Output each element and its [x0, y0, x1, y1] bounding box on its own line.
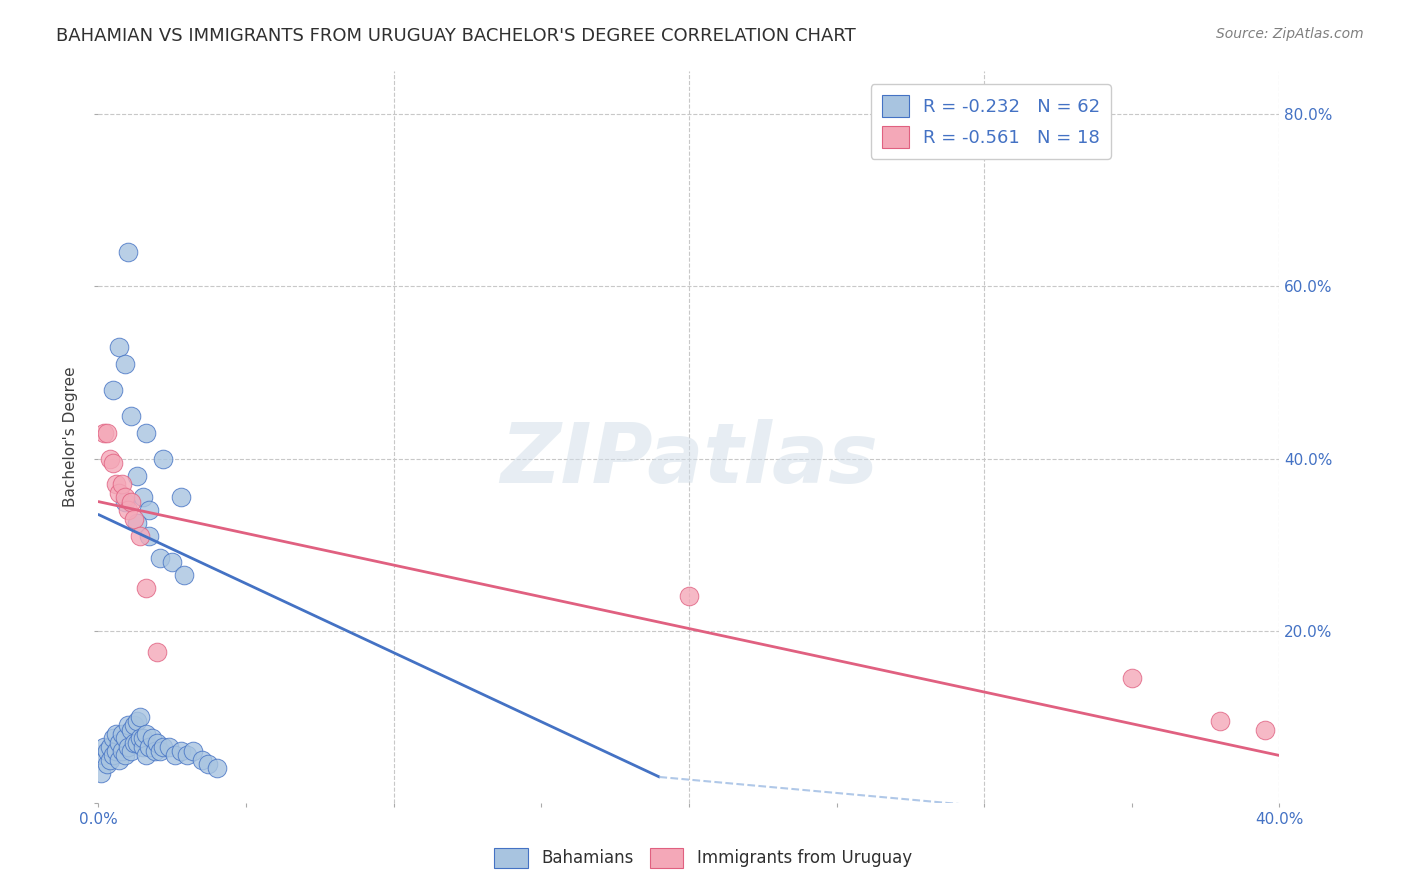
Point	[152, 451, 174, 466]
Point	[181, 744, 204, 758]
Point	[191, 753, 214, 767]
Point	[125, 516, 148, 530]
Point	[125, 468, 148, 483]
Point	[108, 486, 131, 500]
Point	[93, 739, 115, 754]
Legend: Bahamians, Immigrants from Uruguay: Bahamians, Immigrants from Uruguay	[488, 841, 918, 875]
Point	[135, 727, 157, 741]
Point	[143, 744, 166, 758]
Point	[114, 357, 136, 371]
Point	[108, 735, 131, 749]
Point	[170, 744, 193, 758]
Point	[132, 739, 155, 754]
Point	[122, 718, 145, 732]
Point	[122, 735, 145, 749]
Point	[114, 731, 136, 746]
Point	[149, 744, 172, 758]
Point	[149, 550, 172, 565]
Point	[103, 731, 125, 746]
Point	[96, 744, 118, 758]
Point	[114, 748, 136, 763]
Point	[135, 581, 157, 595]
Point	[90, 765, 112, 780]
Point	[120, 409, 142, 423]
Point	[157, 739, 180, 754]
Point	[128, 731, 150, 746]
Point	[125, 714, 148, 728]
Point	[93, 748, 115, 763]
Point	[98, 753, 121, 767]
Point	[125, 735, 148, 749]
Point	[117, 739, 139, 754]
Point	[205, 761, 228, 775]
Point	[103, 748, 125, 763]
Point	[105, 727, 128, 741]
Point	[128, 710, 150, 724]
Point	[120, 723, 142, 737]
Point	[98, 739, 121, 754]
Point	[114, 491, 136, 505]
Text: BAHAMIAN VS IMMIGRANTS FROM URUGUAY BACHELOR'S DEGREE CORRELATION CHART: BAHAMIAN VS IMMIGRANTS FROM URUGUAY BACH…	[56, 27, 856, 45]
Point	[117, 245, 139, 260]
Point	[138, 529, 160, 543]
Point	[111, 477, 134, 491]
Point	[111, 727, 134, 741]
Point	[162, 555, 183, 569]
Point	[678, 589, 700, 603]
Point	[117, 718, 139, 732]
Point	[141, 731, 163, 746]
Point	[165, 748, 187, 763]
Point	[117, 503, 139, 517]
Point	[132, 731, 155, 746]
Point	[120, 744, 142, 758]
Point	[135, 425, 157, 440]
Point	[170, 491, 193, 505]
Point	[176, 748, 198, 763]
Point	[111, 744, 134, 758]
Point	[1254, 723, 1277, 737]
Point	[93, 425, 115, 440]
Point	[105, 744, 128, 758]
Point	[152, 739, 174, 754]
Point	[108, 753, 131, 767]
Text: Source: ZipAtlas.com: Source: ZipAtlas.com	[1216, 27, 1364, 41]
Point	[1121, 671, 1143, 685]
Point	[173, 567, 195, 582]
Point	[135, 748, 157, 763]
Point	[132, 491, 155, 505]
Point	[128, 529, 150, 543]
Point	[98, 451, 121, 466]
Point	[138, 503, 160, 517]
Point	[103, 456, 125, 470]
Point	[1209, 714, 1232, 728]
Point	[105, 477, 128, 491]
Point	[122, 512, 145, 526]
Y-axis label: Bachelor's Degree: Bachelor's Degree	[63, 367, 79, 508]
Point	[103, 383, 125, 397]
Legend: R = -0.232   N = 62, R = -0.561   N = 18: R = -0.232 N = 62, R = -0.561 N = 18	[870, 84, 1111, 159]
Point	[138, 739, 160, 754]
Point	[108, 340, 131, 354]
Point	[197, 757, 219, 772]
Point	[146, 645, 169, 659]
Point	[96, 425, 118, 440]
Point	[96, 757, 118, 772]
Point	[120, 494, 142, 508]
Point	[146, 735, 169, 749]
Point	[114, 494, 136, 508]
Text: ZIPatlas: ZIPatlas	[501, 418, 877, 500]
